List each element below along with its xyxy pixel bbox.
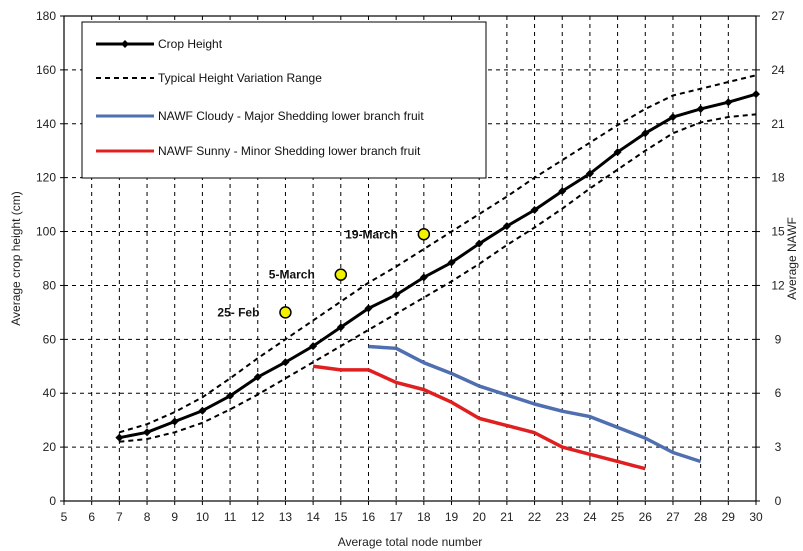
y2-tick-label: 27 xyxy=(771,9,785,23)
crop-series xyxy=(115,90,760,442)
crop-point xyxy=(198,406,207,415)
x-tick-label: 10 xyxy=(196,510,210,524)
axes xyxy=(63,15,757,502)
y2-tick-label: 15 xyxy=(771,225,785,239)
y2-tick-label: 9 xyxy=(775,332,782,346)
y2-tick-label: 12 xyxy=(771,278,785,292)
legend-label-sunny: NAWF Sunny - Minor Shedding lower branch… xyxy=(158,144,421,158)
x-tick-label: 23 xyxy=(556,510,570,524)
y-tick-label: 100 xyxy=(36,225,56,239)
x-tick-label: 19 xyxy=(445,510,459,524)
tick-labels: 5 6 7 8 9 10 11 12 13 14 15 16 17 18 19 20 21 22 23 24 25 26 2… xyxy=(36,9,785,524)
crop-point xyxy=(419,273,428,282)
crop-point xyxy=(336,323,345,332)
x-tick-label: 12 xyxy=(251,510,265,524)
y-axis-label: Average crop height (cm) xyxy=(9,191,23,326)
crop-point xyxy=(641,129,650,138)
legend-label-range: Typical Height Variation Range xyxy=(158,71,322,85)
crop-point xyxy=(696,104,705,113)
x-tick-label: 15 xyxy=(334,510,348,524)
x-tick-label: 21 xyxy=(500,510,514,524)
crop-point xyxy=(668,113,677,122)
x-tick-label: 8 xyxy=(144,510,151,524)
series-line-range-upper xyxy=(119,74,757,434)
crop-point xyxy=(392,290,401,299)
x-tick-label: 16 xyxy=(362,510,376,524)
range-series xyxy=(119,74,757,443)
crop-point xyxy=(585,169,594,178)
x-tick-label: 29 xyxy=(722,510,736,524)
y-tick-label: 40 xyxy=(43,386,57,400)
series-line-range-lower xyxy=(119,113,757,443)
annotation-marker xyxy=(279,306,292,319)
x-tick-label: 13 xyxy=(279,510,293,524)
y-tick-label: 80 xyxy=(43,278,57,292)
crop-point xyxy=(253,373,262,382)
series-line-sunny xyxy=(312,364,646,471)
y-tick-label: 60 xyxy=(43,332,57,346)
crop-point xyxy=(364,304,373,313)
legend-label-cloudy: NAWF Cloudy - Major Shedding lower branc… xyxy=(158,109,424,123)
x-tick-label: 25 xyxy=(611,510,625,524)
crop-point xyxy=(530,206,539,214)
crop-point xyxy=(115,433,124,442)
crop-point xyxy=(502,222,511,231)
x-tick-label: 20 xyxy=(473,510,487,524)
annotation-label: 25- Feb xyxy=(217,305,259,319)
crop-point xyxy=(613,148,622,157)
x-tick-label: 28 xyxy=(694,510,708,524)
series-line-crop xyxy=(119,92,757,440)
x-tick-label: 22 xyxy=(528,510,542,524)
y2-tick-label: 6 xyxy=(775,386,782,400)
x-tick-label: 27 xyxy=(666,510,680,524)
y-tick-label: 180 xyxy=(36,9,56,23)
crop-point xyxy=(724,98,733,107)
y2-axis-label: Average NAWF xyxy=(785,217,799,300)
x-tick-label: 17 xyxy=(389,510,403,524)
plot-frame xyxy=(63,15,757,502)
y2-tick-label: 0 xyxy=(775,494,782,508)
x-tick-label: 14 xyxy=(306,510,320,524)
y-tick-label: 140 xyxy=(36,117,56,131)
legend-label-crop: Crop Height xyxy=(158,37,223,51)
legend: Crop Height Typical Height Variation Ran… xyxy=(81,21,487,179)
x-tick-label: 11 xyxy=(224,510,237,524)
crop-point xyxy=(475,239,484,248)
y2-tick-label: 21 xyxy=(771,117,785,131)
x-tick-label: 18 xyxy=(417,510,431,524)
x-tick-label: 5 xyxy=(61,510,68,524)
x-tick-label: 7 xyxy=(116,510,123,524)
y2-tick-label: 3 xyxy=(775,440,782,454)
x-axis-label: Average total node number xyxy=(338,535,483,549)
crop-point xyxy=(558,187,567,196)
y-tick-label: 0 xyxy=(49,494,56,508)
crop-point xyxy=(309,342,318,351)
y-tick-label: 20 xyxy=(43,440,57,454)
annotation-marker xyxy=(334,268,348,281)
annotation-label: 19-March xyxy=(345,227,398,241)
y2-tick-label: 24 xyxy=(771,63,785,77)
y-tick-label: 120 xyxy=(36,171,56,185)
x-tick-label: 26 xyxy=(639,510,653,524)
y-tick-label: 160 xyxy=(36,63,56,77)
annotation-marker xyxy=(417,228,431,241)
x-tick-label: 30 xyxy=(749,510,763,524)
crop-point xyxy=(281,358,290,367)
x-tick-label: 6 xyxy=(88,510,95,524)
series-line-cloudy xyxy=(368,344,702,464)
annotation-label: 5-March xyxy=(269,268,315,282)
x-tick-label: 24 xyxy=(583,510,597,524)
x-tick-label: 9 xyxy=(171,510,178,524)
crop-point xyxy=(170,417,179,426)
crop-point xyxy=(226,391,235,400)
crop-point xyxy=(143,428,152,437)
y2-tick-label: 18 xyxy=(771,171,785,185)
legend-marker-crop xyxy=(121,40,129,48)
nawf-series xyxy=(312,344,702,471)
crop-point xyxy=(447,258,456,267)
annotations: 25- Feb 5-March 19-March xyxy=(217,227,431,319)
